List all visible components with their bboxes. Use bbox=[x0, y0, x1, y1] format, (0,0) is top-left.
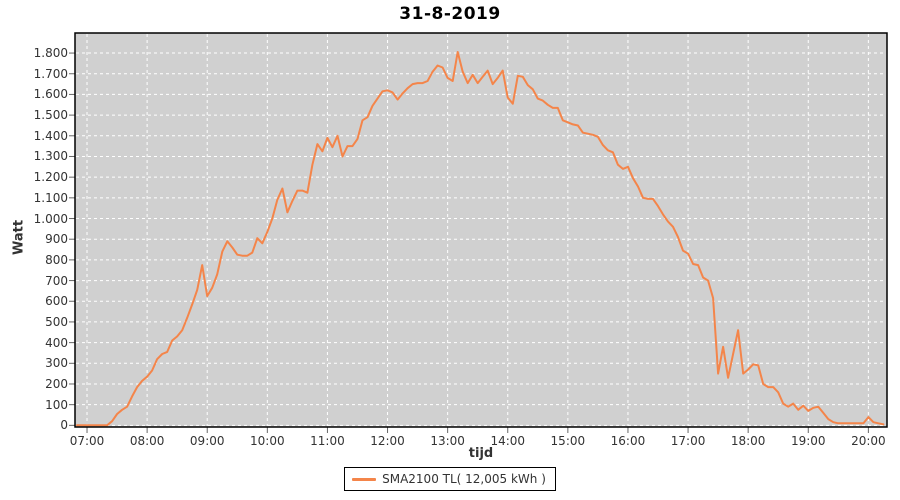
legend: SMA2100 TL( 12,005 kWh ) bbox=[0, 467, 900, 491]
y-tick-label: 700 bbox=[45, 273, 68, 288]
x-axis-title: tijd bbox=[468, 446, 494, 461]
y-tick-label: 1.300 bbox=[33, 149, 68, 164]
y-tick-label: 400 bbox=[45, 335, 68, 350]
y-tick-label: 100 bbox=[45, 397, 68, 412]
y-tick-label: 0 bbox=[60, 418, 68, 433]
y-tick-label: 800 bbox=[45, 252, 68, 267]
y-tick-label: 1.200 bbox=[33, 170, 68, 185]
y-tick-label: 1.000 bbox=[33, 211, 68, 226]
legend-box: SMA2100 TL( 12,005 kWh ) bbox=[344, 467, 556, 491]
y-tick-label: 1.400 bbox=[33, 128, 68, 143]
y-tick-label: 600 bbox=[45, 294, 68, 309]
x-tick-label: 10:00 bbox=[250, 434, 285, 448]
y-tick-label: 1.700 bbox=[33, 66, 68, 81]
y-tick-label: 1.500 bbox=[33, 108, 68, 123]
chart-title: 31-8-2019 bbox=[399, 4, 501, 24]
x-tick-label: 08:00 bbox=[129, 434, 165, 448]
plot-border bbox=[74, 32, 888, 428]
x-tick-label: 13:00 bbox=[430, 434, 465, 448]
x-tick-label: 18:00 bbox=[730, 434, 766, 448]
y-tick-label: 900 bbox=[45, 232, 68, 247]
y-tick-label: 1.600 bbox=[33, 87, 68, 102]
x-tick-label: 16:00 bbox=[610, 434, 646, 448]
x-tick-label: 19:00 bbox=[790, 434, 826, 448]
x-tick-label: 15:00 bbox=[550, 434, 586, 448]
x-tick-label: 07:00 bbox=[69, 434, 105, 448]
x-tick-label: 11:00 bbox=[310, 434, 345, 448]
plot-background bbox=[75, 33, 887, 427]
x-tick-label: 14:00 bbox=[490, 434, 526, 448]
x-tick-label: 17:00 bbox=[670, 434, 706, 448]
y-tick-label: 1.800 bbox=[33, 46, 68, 61]
y-tick-label: 500 bbox=[45, 314, 68, 329]
x-tick-label: 12:00 bbox=[370, 434, 405, 448]
legend-series-label: SMA2100 TL( 12,005 kWh ) bbox=[382, 472, 546, 486]
y-tick-label: 300 bbox=[45, 356, 68, 371]
x-tick-label: 09:00 bbox=[189, 434, 225, 448]
x-tick-label: 20:00 bbox=[851, 434, 886, 448]
y-tick-label: 1.100 bbox=[33, 190, 68, 205]
y-tick-label: 200 bbox=[45, 376, 68, 391]
legend-line-swatch-icon bbox=[352, 477, 377, 481]
series-line bbox=[76, 51, 885, 427]
